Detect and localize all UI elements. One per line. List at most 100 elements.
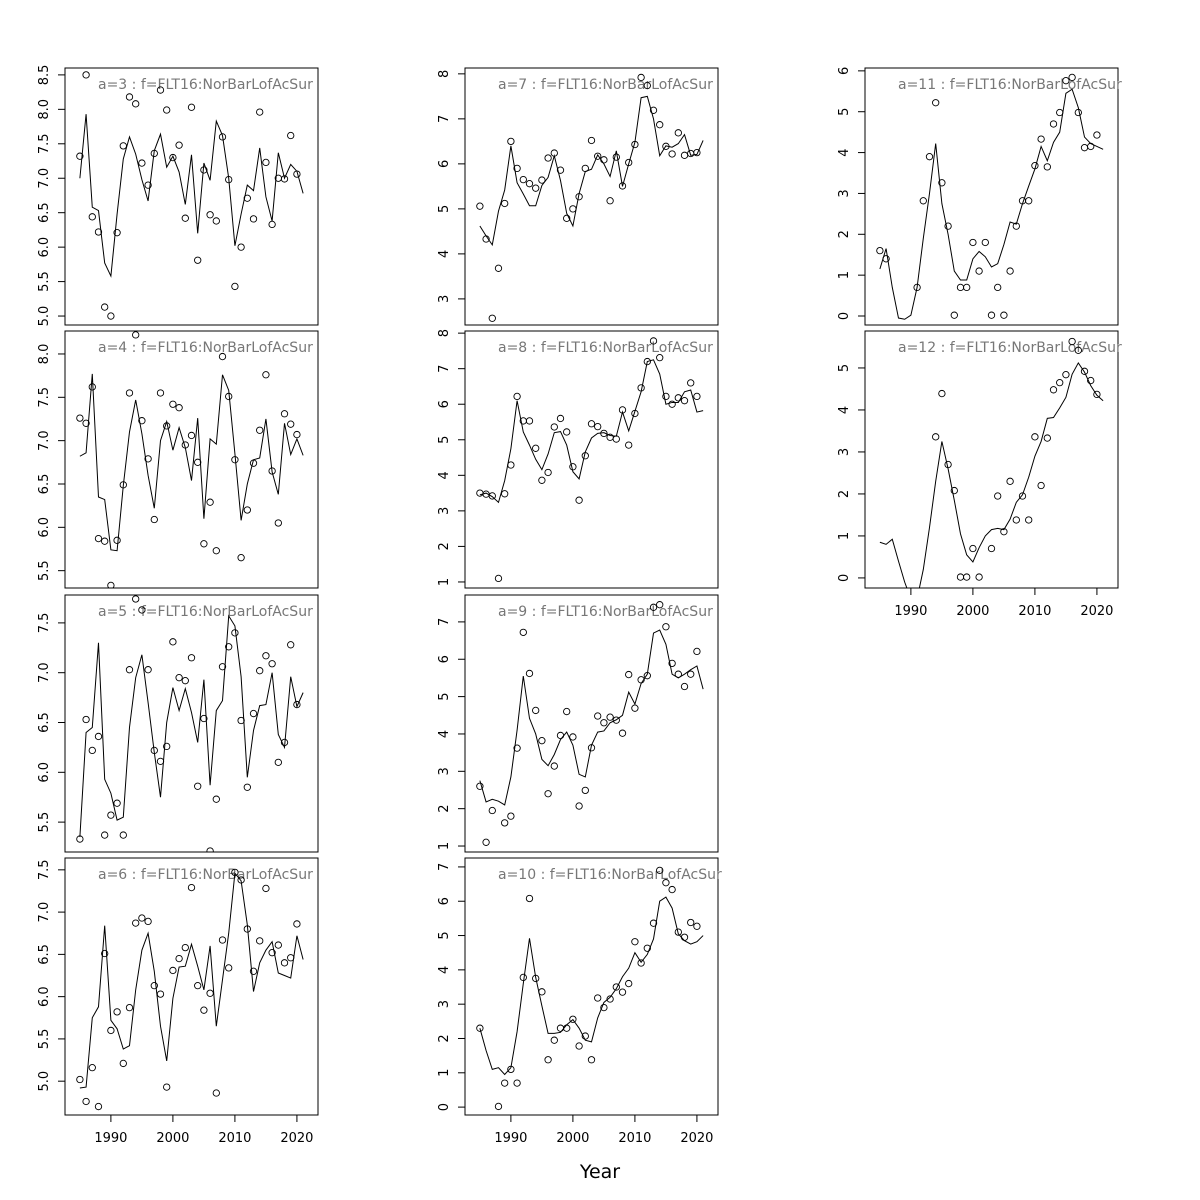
observed-point	[194, 982, 202, 990]
observed-point	[1031, 433, 1039, 441]
observed-point	[525, 180, 534, 188]
observed-point	[600, 1003, 608, 1012]
y-tick-label: 5.5	[37, 560, 52, 581]
observed-point	[544, 790, 552, 798]
observed-point	[125, 93, 134, 101]
y-tick-label: 2	[437, 1034, 452, 1042]
observed-point	[532, 974, 540, 983]
fitted-line	[879, 88, 1104, 320]
observed-point	[656, 601, 664, 609]
observed-point	[194, 458, 202, 466]
y-tick-label: 5.5	[37, 271, 52, 292]
y-tick-label: 4	[437, 250, 452, 258]
observed-point	[513, 744, 521, 752]
y-tick-label: 6	[437, 655, 452, 663]
fitted-line	[479, 359, 704, 504]
observed-point	[956, 573, 965, 581]
y-tick-label: 6.5	[37, 712, 52, 733]
observed-point	[476, 1024, 484, 1032]
observed-point	[882, 255, 890, 263]
observed-point	[231, 456, 239, 464]
observed-point	[550, 1036, 558, 1044]
observed-point	[643, 81, 651, 90]
panel-plot	[879, 337, 1104, 588]
observed-point	[138, 606, 146, 614]
observed-point	[101, 949, 109, 958]
observed-point	[119, 831, 127, 839]
observed-point	[225, 643, 233, 651]
observed-point	[687, 918, 695, 927]
panel-title: a=8 : f=FLT16:NorBarLofAcSur	[498, 340, 713, 356]
y-tick-label: 5	[837, 364, 852, 372]
observed-point	[1049, 120, 1058, 128]
observed-point	[550, 423, 558, 431]
x-tick-label: 2010	[618, 1131, 651, 1146]
observed-point	[1093, 131, 1101, 139]
observed-point	[587, 1056, 596, 1064]
observed-point	[587, 420, 596, 428]
observed-point	[132, 331, 140, 339]
observed-point	[200, 714, 208, 723]
observed-point	[1080, 367, 1089, 375]
observed-point	[488, 492, 496, 500]
observed-point	[631, 140, 639, 149]
observed-point	[280, 738, 289, 747]
observed-point	[119, 481, 127, 489]
observed-point	[1049, 386, 1058, 394]
y-tick-label: 7	[437, 618, 452, 626]
observed-point	[1043, 163, 1051, 171]
x-tick-label: 1990	[894, 604, 927, 619]
y-tick-label: 4	[437, 471, 452, 479]
observed-point	[1056, 108, 1064, 117]
observed-point	[674, 670, 682, 678]
observed-point	[1025, 516, 1033, 524]
observed-point	[262, 884, 270, 893]
observed-point	[625, 158, 633, 167]
observed-point	[519, 628, 527, 637]
y-tick-label: 3	[837, 448, 852, 456]
y-tick-label: 5	[437, 205, 452, 213]
observed-point	[507, 812, 515, 820]
observed-point	[544, 468, 552, 477]
observed-point	[274, 758, 282, 766]
observed-point	[494, 574, 503, 583]
observed-point	[76, 1075, 84, 1084]
observed-point	[293, 920, 301, 928]
observed-point	[975, 573, 983, 581]
observed-point	[532, 184, 540, 192]
observed-point	[680, 151, 689, 159]
observed-point	[82, 1097, 90, 1106]
observed-point	[501, 1079, 509, 1087]
observed-point	[249, 967, 258, 975]
observed-point	[944, 222, 952, 230]
observed-point	[556, 414, 565, 423]
observed-point	[169, 638, 177, 646]
observed-point	[88, 1064, 96, 1072]
observed-point	[200, 1006, 208, 1014]
observed-point	[488, 806, 496, 815]
panel-frame	[464, 857, 719, 1116]
panel-plot	[76, 331, 304, 588]
y-tick-label: 0	[437, 1103, 452, 1111]
observed-point	[218, 663, 227, 671]
observed-point	[950, 486, 958, 495]
observed-point	[649, 337, 658, 345]
observed-point	[594, 994, 602, 1002]
observed-point	[256, 108, 264, 116]
observed-point	[262, 371, 270, 379]
observed-point	[575, 802, 583, 810]
y-tick-label: 7	[437, 365, 452, 373]
observed-point	[581, 1032, 589, 1040]
observed-point	[243, 506, 251, 514]
observed-point	[1012, 516, 1020, 524]
observed-point	[513, 1079, 521, 1087]
observed-point	[569, 1015, 577, 1023]
observed-point	[1056, 379, 1064, 387]
observed-point	[687, 670, 695, 678]
observed-point	[618, 729, 627, 737]
observed-point	[649, 106, 658, 114]
observed-point	[600, 429, 608, 438]
y-tick-label: 2	[837, 490, 852, 498]
x-tick-label: 2020	[1080, 604, 1113, 619]
observed-point	[637, 676, 645, 684]
